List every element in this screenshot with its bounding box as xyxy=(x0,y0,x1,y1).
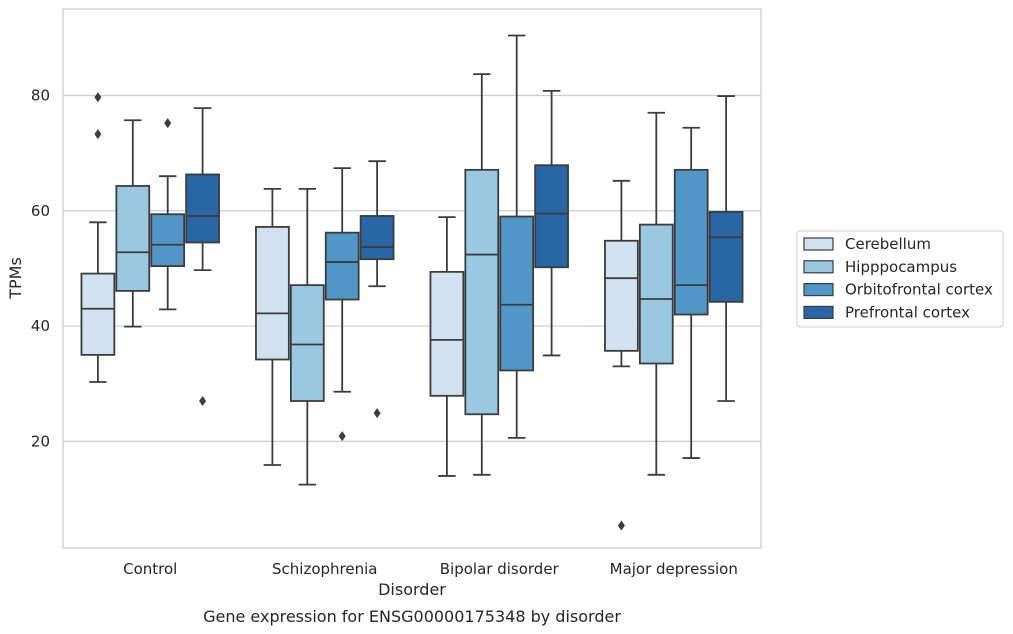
outlier-point xyxy=(373,408,381,419)
outlier-point xyxy=(617,520,625,531)
legend-swatch xyxy=(803,260,834,274)
y-tick-label: 60 xyxy=(31,202,50,220)
box xyxy=(638,223,674,365)
box xyxy=(499,215,535,372)
y-tick-label: 40 xyxy=(31,317,50,335)
box-group xyxy=(115,119,151,328)
legend-swatch xyxy=(803,305,834,319)
legend-label: Cerebellum xyxy=(845,235,931,253)
box xyxy=(359,215,395,261)
box-group xyxy=(289,187,325,486)
box-group xyxy=(324,167,360,442)
box xyxy=(429,270,465,397)
box xyxy=(534,164,569,269)
plot-frame xyxy=(62,8,762,549)
legend-frame xyxy=(796,230,1004,328)
x-tick-label: Major depression xyxy=(610,560,738,578)
box xyxy=(289,284,325,402)
legend-label: Prefrontal cortex xyxy=(845,303,970,321)
outlier-point xyxy=(338,431,346,442)
y-axis-label: TPMs xyxy=(6,257,25,300)
box xyxy=(708,211,744,303)
x-tick-label: Control xyxy=(123,560,177,578)
legend-items: Cerebellum Hipppocampus Orbitofrontal cort… xyxy=(803,235,993,321)
box-group xyxy=(708,95,744,402)
ticks: 20 40 60 80 Control Schizophrenia Bipolar diso… xyxy=(31,86,738,578)
legend-swatch xyxy=(803,283,834,297)
box-group xyxy=(80,92,116,383)
boxes xyxy=(80,34,744,531)
legend-swatch xyxy=(803,237,834,251)
legend: Cerebellum Hipppocampus Orbitofrontal cort… xyxy=(796,230,1004,328)
chart-caption: Gene expression for ENSG00000175348 by d… xyxy=(203,607,621,626)
box xyxy=(604,239,639,352)
box-group xyxy=(185,107,220,406)
legend-label: Hipppocampus xyxy=(845,258,957,276)
x-tick-label: Bipolar disorder xyxy=(440,560,560,578)
box xyxy=(324,231,360,301)
box-group xyxy=(673,126,709,459)
legend-label: Orbitofrontal cortex xyxy=(845,281,993,299)
x-axis-label: Disorder xyxy=(378,580,446,599)
box-group xyxy=(359,160,395,419)
box-group xyxy=(150,118,186,311)
outlier-point xyxy=(94,92,102,103)
box-group xyxy=(534,89,569,357)
x-tick-label: Schizophrenia xyxy=(272,560,377,578)
box-group xyxy=(464,73,500,476)
box-group xyxy=(255,187,290,466)
box-group xyxy=(638,111,674,476)
outlier-point xyxy=(94,129,102,140)
box xyxy=(464,168,500,416)
box-group xyxy=(604,179,639,531)
box xyxy=(115,185,151,292)
outlier-point xyxy=(199,396,207,406)
y-tick-label: 80 xyxy=(31,86,50,104)
box xyxy=(673,168,709,316)
outlier-point xyxy=(164,118,172,129)
box xyxy=(80,272,116,356)
box-group xyxy=(429,216,465,477)
y-tick-label: 20 xyxy=(31,432,50,450)
box xyxy=(150,213,186,268)
box-group xyxy=(499,34,535,439)
box xyxy=(185,173,220,244)
box xyxy=(255,226,290,361)
